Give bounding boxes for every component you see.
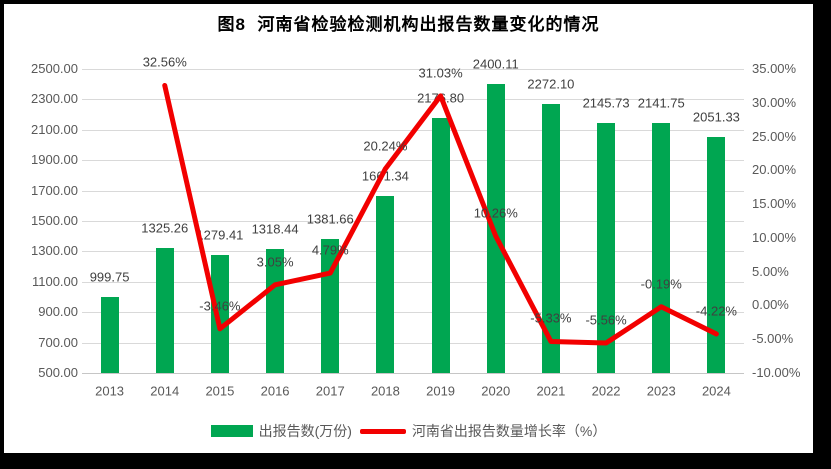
x-axis-label: 2023 bbox=[646, 383, 676, 399]
bar bbox=[210, 254, 229, 373]
right-axis-tick-label: 25.00% bbox=[752, 128, 797, 144]
bar-value-label: 2272.10 bbox=[527, 76, 575, 92]
legend-bar-label: 出报告数(万份) bbox=[258, 423, 352, 439]
gridline bbox=[82, 129, 744, 131]
bar-value-label: 2141.75 bbox=[637, 95, 685, 111]
bar bbox=[541, 103, 560, 373]
right-axis-tick-label: 0.00% bbox=[752, 297, 789, 313]
bar bbox=[486, 84, 505, 373]
bar bbox=[100, 297, 119, 373]
legend: 出报告数(万份) 河南省出报告数量增长率（%） bbox=[4, 421, 813, 441]
left-axis-tick-label: 1500.00 bbox=[31, 213, 78, 228]
gridline bbox=[82, 311, 744, 313]
growth-rate-label: 10.26% bbox=[473, 205, 518, 221]
growth-rate-label: 20.24% bbox=[363, 138, 408, 154]
growth-rate-label: -0.19% bbox=[640, 276, 682, 292]
legend-line-swatch-icon bbox=[359, 428, 406, 434]
bar-value-label: 1325.26 bbox=[141, 220, 189, 236]
x-axis-label: 2021 bbox=[536, 383, 566, 399]
x-axis-label: 2015 bbox=[205, 383, 235, 399]
bar bbox=[652, 123, 671, 373]
bar-value-label: 1318.44 bbox=[251, 221, 299, 237]
right-axis-tick-label: 35.00% bbox=[752, 61, 797, 76]
bar-value-label: 1381.66 bbox=[306, 211, 354, 227]
left-axis-tick-label: 1900.00 bbox=[31, 152, 78, 168]
right-axis-tick-label: 15.00% bbox=[752, 196, 797, 212]
left-axis-tick-label: 700.00 bbox=[38, 334, 78, 350]
left-axis-tick-label: 2100.00 bbox=[31, 121, 78, 137]
bar bbox=[155, 247, 174, 373]
growth-rate-label: 4.79% bbox=[311, 242, 349, 258]
x-axis-label: 2024 bbox=[701, 383, 731, 399]
bar-value-label: 1661.34 bbox=[361, 168, 409, 184]
gridline bbox=[82, 190, 744, 192]
growth-rate-label: -3.46% bbox=[199, 298, 241, 314]
x-axis-label: 2016 bbox=[260, 383, 290, 399]
gridline bbox=[82, 159, 744, 161]
x-axis-label: 2013 bbox=[95, 383, 125, 399]
growth-rate-label: 31.03% bbox=[418, 65, 463, 81]
right-axis-tick-label: 5.00% bbox=[752, 263, 789, 279]
right-axis-tick-label: -5.00% bbox=[752, 331, 794, 347]
bar-value-label: 999.75 bbox=[89, 269, 130, 285]
x-axis-label: 2017 bbox=[315, 383, 345, 399]
bar-value-label: 2400.11 bbox=[472, 56, 519, 72]
left-axis-tick-label: 1100.00 bbox=[31, 273, 78, 289]
x-axis-label: 2020 bbox=[481, 383, 511, 399]
left-axis-tick-label: 2300.00 bbox=[31, 91, 78, 107]
left-axis-tick-label: 1300.00 bbox=[31, 243, 78, 259]
right-axis-tick-label: 10.00% bbox=[752, 229, 797, 245]
chart-title: 图8 河南省检验检测机构出报告数量变化的情况 bbox=[217, 15, 600, 34]
left-axis-tick-label: 900.00 bbox=[38, 304, 78, 320]
bar-value-label: 1279.41 bbox=[196, 227, 244, 243]
left-axis-tick-label: 1700.00 bbox=[31, 182, 78, 198]
gridline bbox=[82, 342, 744, 344]
x-axis-label: 2014 bbox=[150, 383, 180, 399]
right-axis-tick-label: 20.00% bbox=[752, 162, 797, 178]
growth-rate-label: 32.56% bbox=[142, 54, 187, 70]
bar bbox=[707, 137, 726, 373]
legend-line-label: 河南省出报告数量增长率（%） bbox=[411, 423, 607, 439]
growth-rate-label: -5.56% bbox=[585, 312, 627, 328]
growth-rate-label: -4.22% bbox=[695, 303, 738, 319]
gridline bbox=[82, 250, 744, 252]
bar bbox=[321, 238, 340, 373]
legend-bar-swatch-icon bbox=[210, 425, 253, 437]
bar-value-label: 2051.33 bbox=[692, 109, 740, 125]
x-axis-label: 2022 bbox=[591, 383, 621, 399]
growth-rate-line bbox=[162, 82, 719, 346]
bar-value-label: 2145.73 bbox=[582, 95, 630, 111]
bar bbox=[376, 196, 395, 373]
growth-rate-label: -5.33% bbox=[530, 310, 572, 326]
plot-area: 2500.00 2300.00 2100.00 1900.00 1700.00 1500.… bbox=[4, 4, 813, 453]
growth-rate-label: 3.05% bbox=[256, 254, 294, 270]
x-axis-label: 2018 bbox=[370, 383, 400, 399]
gridline bbox=[82, 68, 744, 70]
x-axis-label: 2019 bbox=[426, 383, 456, 399]
gridline bbox=[82, 372, 744, 374]
bar-value-label: 2176.80 bbox=[417, 90, 465, 106]
bar bbox=[431, 118, 450, 373]
bar bbox=[597, 122, 616, 373]
right-axis-tick-label: -10.00% bbox=[752, 365, 801, 380]
left-axis-tick-label: 2500.00 bbox=[31, 61, 78, 76]
left-axis-tick-label: 500.00 bbox=[38, 365, 78, 380]
right-axis-tick-label: 30.00% bbox=[752, 94, 797, 110]
